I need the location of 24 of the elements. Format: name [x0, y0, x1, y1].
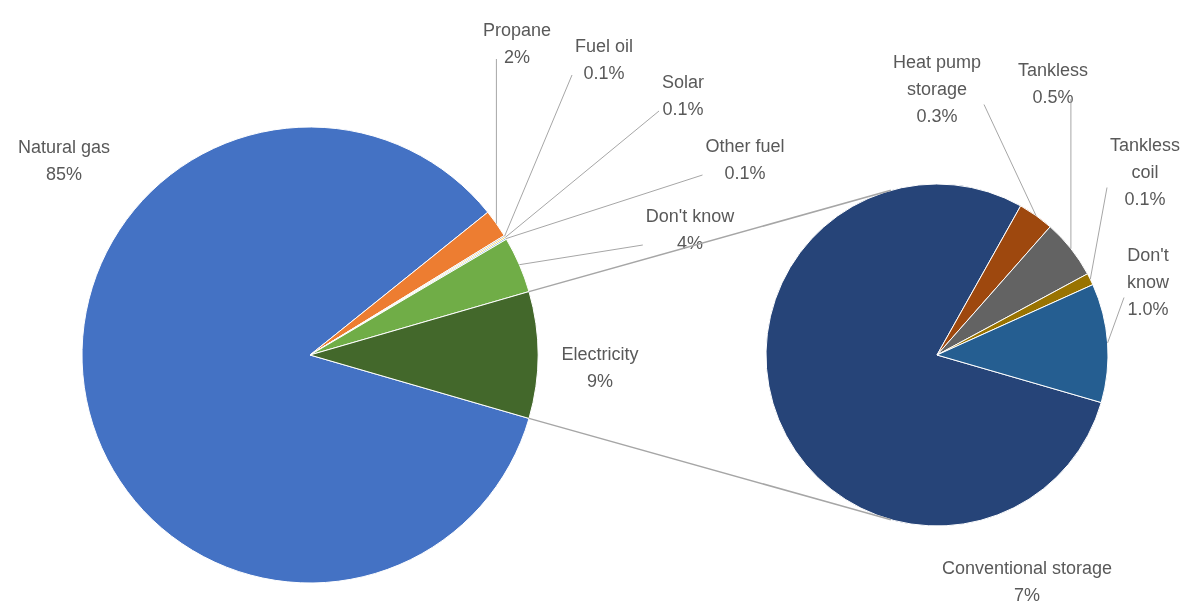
data-label: 9% [586, 371, 614, 391]
slice-label: Conventional storage [941, 558, 1113, 578]
data-label: 0.1% [583, 63, 625, 83]
slice-label: Solar [661, 72, 705, 92]
data-label: 1.0% [1127, 299, 1169, 319]
slice-label: Fuel oil [574, 36, 634, 56]
data-label: 0.5% [1032, 87, 1074, 107]
data-label: 7% [1013, 585, 1041, 605]
data-label: 0.1% [662, 99, 704, 119]
data-label: 0.1% [724, 163, 766, 183]
data-label: 0.1% [1124, 189, 1166, 209]
data-label: 2% [503, 47, 531, 67]
slice-label: Propane [482, 20, 552, 40]
slice-label: Tankless coil [1109, 135, 1181, 182]
data-label: 4% [676, 233, 704, 253]
slice-label: Don't know [645, 206, 736, 226]
data-label: 85% [45, 164, 83, 184]
slice-label: Natural gas [17, 137, 111, 157]
slice-label: Electricity [561, 344, 639, 364]
data-label: 0.3% [916, 106, 958, 126]
slice-label: Tankless [1017, 60, 1089, 80]
slice-label: Heat pump storage [892, 52, 982, 99]
slice-label: Don't know [1126, 245, 1171, 292]
slice-label: Other fuel [705, 136, 785, 156]
